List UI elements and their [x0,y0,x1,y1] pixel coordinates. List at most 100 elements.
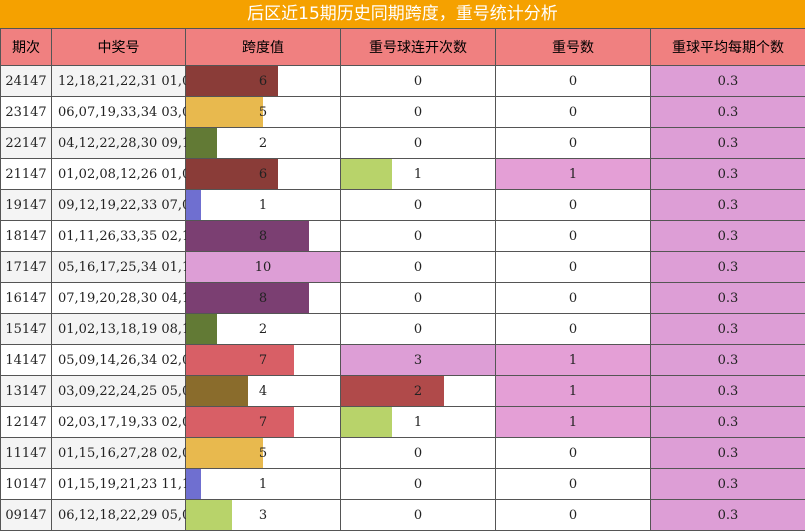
streak-cell: 0 [340,313,496,345]
repeat-cell: 0 [495,282,651,314]
span-cell: 2 [185,127,341,159]
avg-cell: 0.3 [650,375,805,407]
span-cell: 5 [185,96,341,128]
span-cell: 1 [185,189,341,221]
streak-cell-label: 1 [413,166,423,182]
span-cell-label: 7 [258,352,268,368]
header-repeat: 重号数 [495,28,651,66]
streak-cell-label: 0 [413,104,423,120]
avg-cell: 0.3 [650,344,805,376]
repeat-cell: 0 [495,220,651,252]
span-cell-bar [186,252,340,282]
stats-table: 期次 中奖号 跨度值 重号球连开次数 重号数 重球平均每期个数 24147 12,… [0,28,805,531]
table-row: 09147 06,12,18,22,29 05,08 3 0 0 0.3 [0,499,805,531]
table-row: 24147 12,18,21,22,31 01,07 6 0 0 0.3 [0,65,805,97]
span-cell-bar [186,438,263,468]
header-numbers: 中奖号 [51,28,186,66]
streak-cell: 0 [340,499,496,531]
repeat-cell: 1 [495,406,651,438]
span-cell: 5 [185,437,341,469]
header-avg: 重球平均每期个数 [650,28,805,66]
span-cell: 10 [185,251,341,283]
span-cell: 2 [185,313,341,345]
table-body: 24147 12,18,21,22,31 01,07 6 0 0 0.3 23147 06,0… [0,65,805,531]
span-cell-bar [186,190,202,220]
avg-cell: 0.3 [650,189,805,221]
period-cell: 12147 [0,406,52,438]
repeat-cell: 0 [495,313,651,345]
span-cell-label: 6 [258,166,268,182]
numbers-cell: 01,02,08,12,26 01,07 [51,158,199,190]
span-cell: 1 [185,468,341,500]
streak-cell-label: 0 [413,290,423,306]
repeat-cell: 1 [495,375,651,407]
span-cell: 7 [185,344,341,376]
numbers-cell: 05,09,14,26,34 02,09 [51,344,199,376]
span-cell: 8 [185,282,341,314]
span-cell: 8 [185,220,341,252]
table-row: 13147 03,09,22,24,25 05,09 4 2 1 0.3 [0,375,805,407]
repeat-cell: 0 [495,65,651,97]
streak-cell-bar [341,376,444,406]
avg-cell: 0.3 [650,251,805,283]
streak-cell-label: 2 [413,383,423,399]
span-cell-label: 3 [258,507,268,523]
span-cell-label: 5 [258,104,268,120]
table-row: 14147 05,09,14,26,34 02,09 7 3 1 0.3 [0,344,805,376]
table-row: 15147 01,02,13,18,19 08,10 2 0 0 0.3 [0,313,805,345]
period-cell: 15147 [0,313,52,345]
header-span: 跨度值 [185,28,341,66]
streak-cell-label: 0 [413,73,423,89]
streak-cell: 2 [340,375,496,407]
span-cell-bar [186,66,279,96]
span-cell-label: 7 [258,414,268,430]
span-cell-label: 1 [258,197,268,213]
streak-cell: 1 [340,406,496,438]
streak-cell-bar [341,407,393,437]
period-cell: 19147 [0,189,52,221]
streak-cell-label: 0 [413,135,423,151]
span-cell-bar [186,376,248,406]
repeat-cell: 0 [495,499,651,531]
header-period: 期次 [0,28,52,66]
span-cell-label: 8 [258,290,268,306]
period-cell: 13147 [0,375,52,407]
streak-cell-label: 1 [413,414,423,430]
span-cell-bar [186,221,310,251]
table-row: 21147 01,02,08,12,26 01,07 6 1 1 0.3 [0,158,805,190]
span-cell-bar [186,500,233,530]
table-row: 19147 09,12,19,22,33 07,08 1 0 0 0.3 [0,189,805,221]
repeat-cell: 0 [495,251,651,283]
numbers-cell: 01,11,26,33,35 02,10 [51,220,199,252]
span-cell: 6 [185,158,341,190]
streak-cell-bar [341,159,393,189]
numbers-cell: 01,15,16,27,28 02,07 [51,437,199,469]
span-cell-bar [186,345,294,375]
period-cell: 11147 [0,437,52,469]
streak-cell-label: 0 [413,197,423,213]
repeat-cell: 0 [495,468,651,500]
period-cell: 17147 [0,251,52,283]
avg-cell: 0.3 [650,127,805,159]
numbers-cell: 05,16,17,25,34 01,11 [51,251,199,283]
streak-cell-label: 0 [413,445,423,461]
avg-cell: 0.3 [650,220,805,252]
span-cell-bar [186,407,294,437]
span-cell-bar [186,314,217,344]
period-cell: 23147 [0,96,52,128]
table-row: 16147 07,19,20,28,30 04,12 8 0 0 0.3 [0,282,805,314]
avg-cell: 0.3 [650,282,805,314]
table-row: 10147 01,15,19,21,23 11,12 1 0 0 0.3 [0,468,805,500]
repeat-cell: 0 [495,127,651,159]
streak-cell: 1 [340,158,496,190]
streak-cell: 0 [340,437,496,469]
streak-cell: 0 [340,65,496,97]
numbers-cell: 06,12,18,22,29 05,08 [51,499,199,531]
streak-cell: 0 [340,220,496,252]
span-cell-bar [186,97,263,127]
repeat-cell: 1 [495,158,651,190]
numbers-cell: 06,07,19,33,34 03,08 [51,96,199,128]
streak-cell-bar [341,345,495,375]
numbers-cell: 03,09,22,24,25 05,09 [51,375,199,407]
